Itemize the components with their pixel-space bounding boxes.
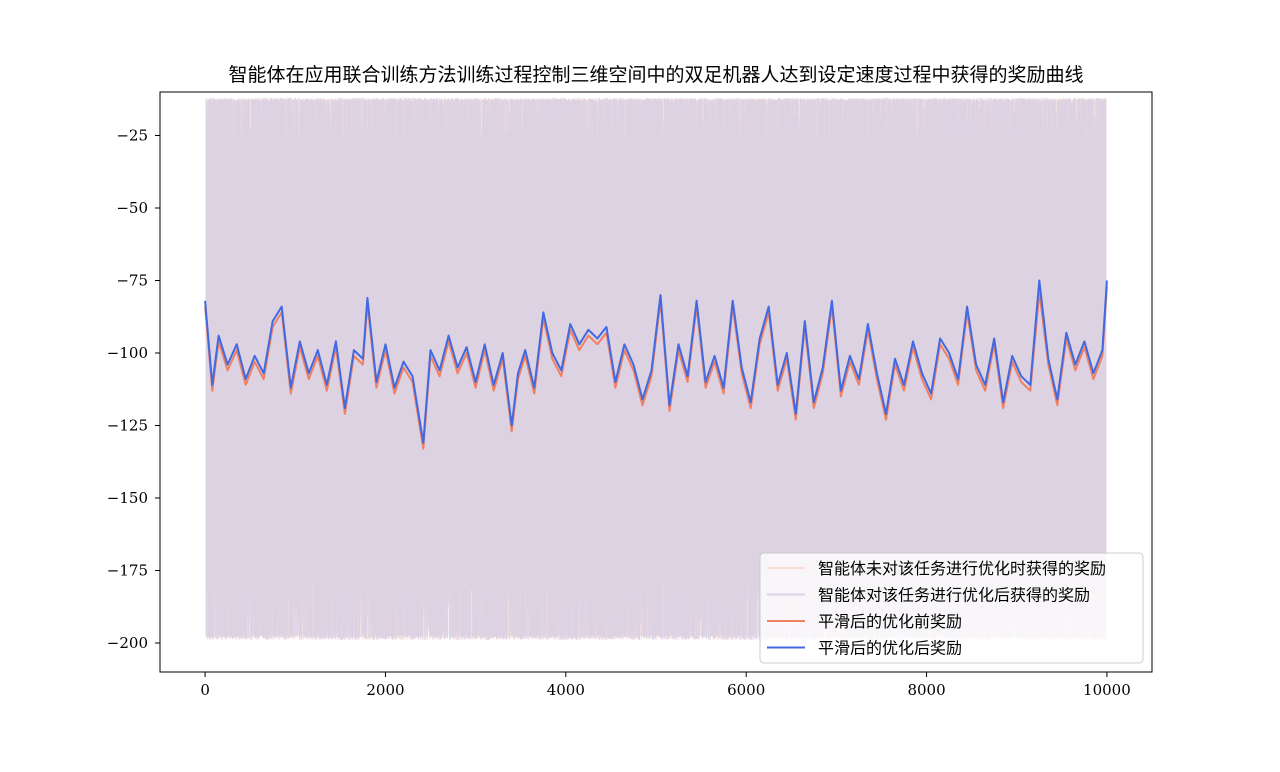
y-tick-label: −200: [107, 634, 148, 652]
x-tick-label: 4000: [547, 681, 585, 699]
x-tick-label: 0: [200, 681, 210, 699]
legend-box: [759, 552, 1144, 664]
legend-label-4: 平滑后的优化后奖励: [818, 639, 962, 658]
y-tick-label: −25: [116, 127, 148, 145]
axes: 0 2000 4000 6000 8000 10000 −25 −50 −75 −100 −125 −…: [107, 127, 1131, 700]
y-tick-label: −150: [107, 489, 148, 507]
x-tick-label: 10000: [1083, 681, 1131, 699]
y-tick-label: −125: [107, 417, 148, 435]
plot-area: [204, 97, 1108, 641]
y-tick-label: −100: [107, 344, 148, 362]
legend-label-2: 智能体对该任务进行优化后获得的奖励: [818, 586, 1090, 605]
legend-label-3: 平滑后的优化前奖励: [818, 612, 962, 631]
y-tick-label: −75: [116, 272, 148, 290]
legend: 智能体未对该任务进行优化时获得的奖励智能体对该任务进行优化后获得的奖励平滑后的优…: [759, 552, 1144, 664]
legend-label-1: 智能体未对该任务进行优化时获得的奖励: [818, 559, 1106, 578]
x-tick-label: 8000: [907, 681, 945, 699]
x-tick-label: 2000: [366, 681, 404, 699]
y-tick-label: −175: [107, 562, 148, 580]
plot-frame: [159, 91, 1153, 673]
smoothed-series-line-2: [204, 279, 1108, 444]
x-tick-label: 6000: [727, 681, 765, 699]
y-tick-label: −50: [116, 199, 148, 217]
chart-title: 智能体在应用联合训练方法训练过程控制三维空间中的双足机器人达到设定速度过程中获得…: [228, 64, 1083, 86]
